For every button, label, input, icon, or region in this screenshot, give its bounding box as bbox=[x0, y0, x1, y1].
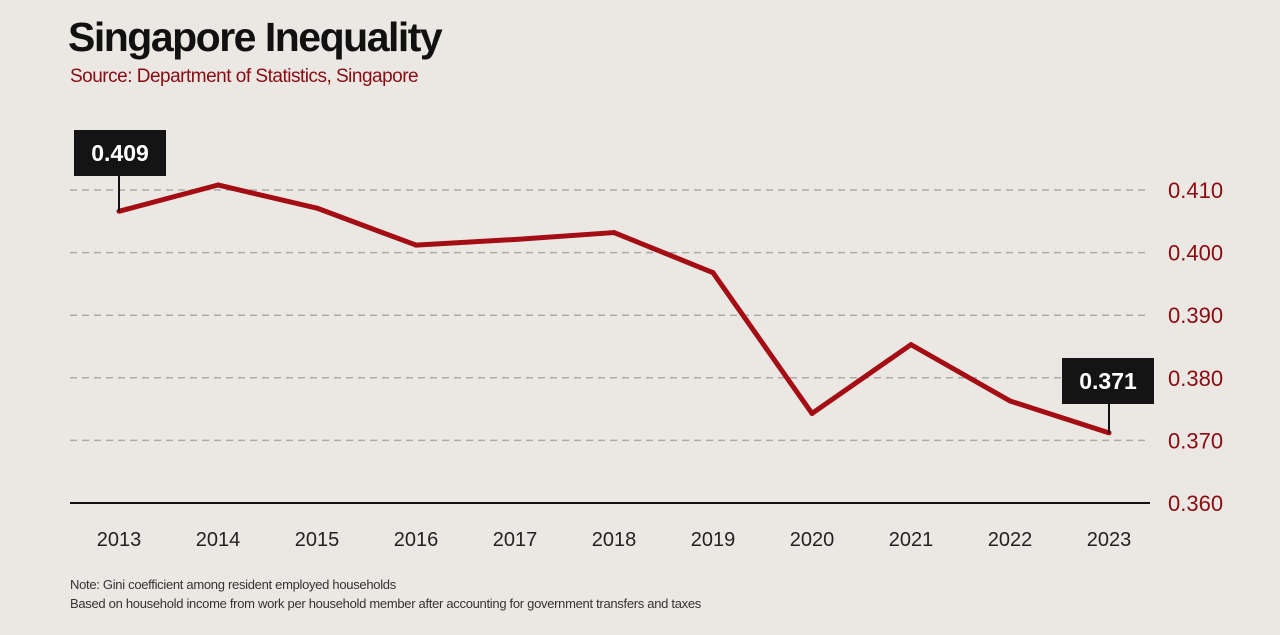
y-tick-label: 0.380 bbox=[1168, 366, 1223, 391]
callout-label: 0.409 bbox=[91, 140, 149, 166]
y-tick-label: 0.400 bbox=[1168, 241, 1223, 266]
x-tick-label: 2013 bbox=[97, 529, 142, 551]
callout-box bbox=[74, 130, 166, 176]
chart-source: Source: Department of Statistics, Singap… bbox=[70, 66, 419, 87]
note-line-2: Based on household income from work per … bbox=[70, 596, 701, 611]
note-line-1: Note: Gini coefficient among resident em… bbox=[70, 577, 396, 592]
chart-title: Singapore Inequality bbox=[68, 14, 443, 60]
x-tick-label: 2018 bbox=[592, 529, 637, 551]
x-tick-label: 2014 bbox=[196, 529, 241, 551]
x-tick-label: 2019 bbox=[691, 529, 736, 551]
callout-label: 0.371 bbox=[1079, 368, 1137, 394]
data-point bbox=[413, 242, 419, 248]
series-line bbox=[118, 182, 1110, 436]
y-tick-label: 0.370 bbox=[1168, 428, 1223, 453]
x-tick-label: 2021 bbox=[889, 529, 934, 551]
x-tick-label: 2020 bbox=[790, 529, 835, 551]
data-point bbox=[710, 270, 716, 276]
x-tick-label: 2015 bbox=[295, 529, 340, 551]
data-point bbox=[611, 230, 617, 236]
data-point bbox=[215, 182, 221, 188]
y-tick-label: 0.360 bbox=[1168, 491, 1223, 516]
data-point bbox=[512, 236, 518, 242]
data-point bbox=[314, 205, 320, 211]
y-tick-label: 0.390 bbox=[1168, 303, 1223, 328]
x-tick-label: 2022 bbox=[988, 529, 1033, 551]
data-point bbox=[908, 342, 914, 348]
data-point bbox=[1007, 398, 1013, 404]
callout-box bbox=[1062, 358, 1154, 404]
x-tick-label: 2017 bbox=[493, 529, 538, 551]
x-tick-label: 2023 bbox=[1087, 529, 1132, 551]
data-point bbox=[809, 410, 815, 416]
x-tick-label: 2016 bbox=[394, 529, 439, 551]
y-tick-label: 0.410 bbox=[1168, 178, 1223, 203]
